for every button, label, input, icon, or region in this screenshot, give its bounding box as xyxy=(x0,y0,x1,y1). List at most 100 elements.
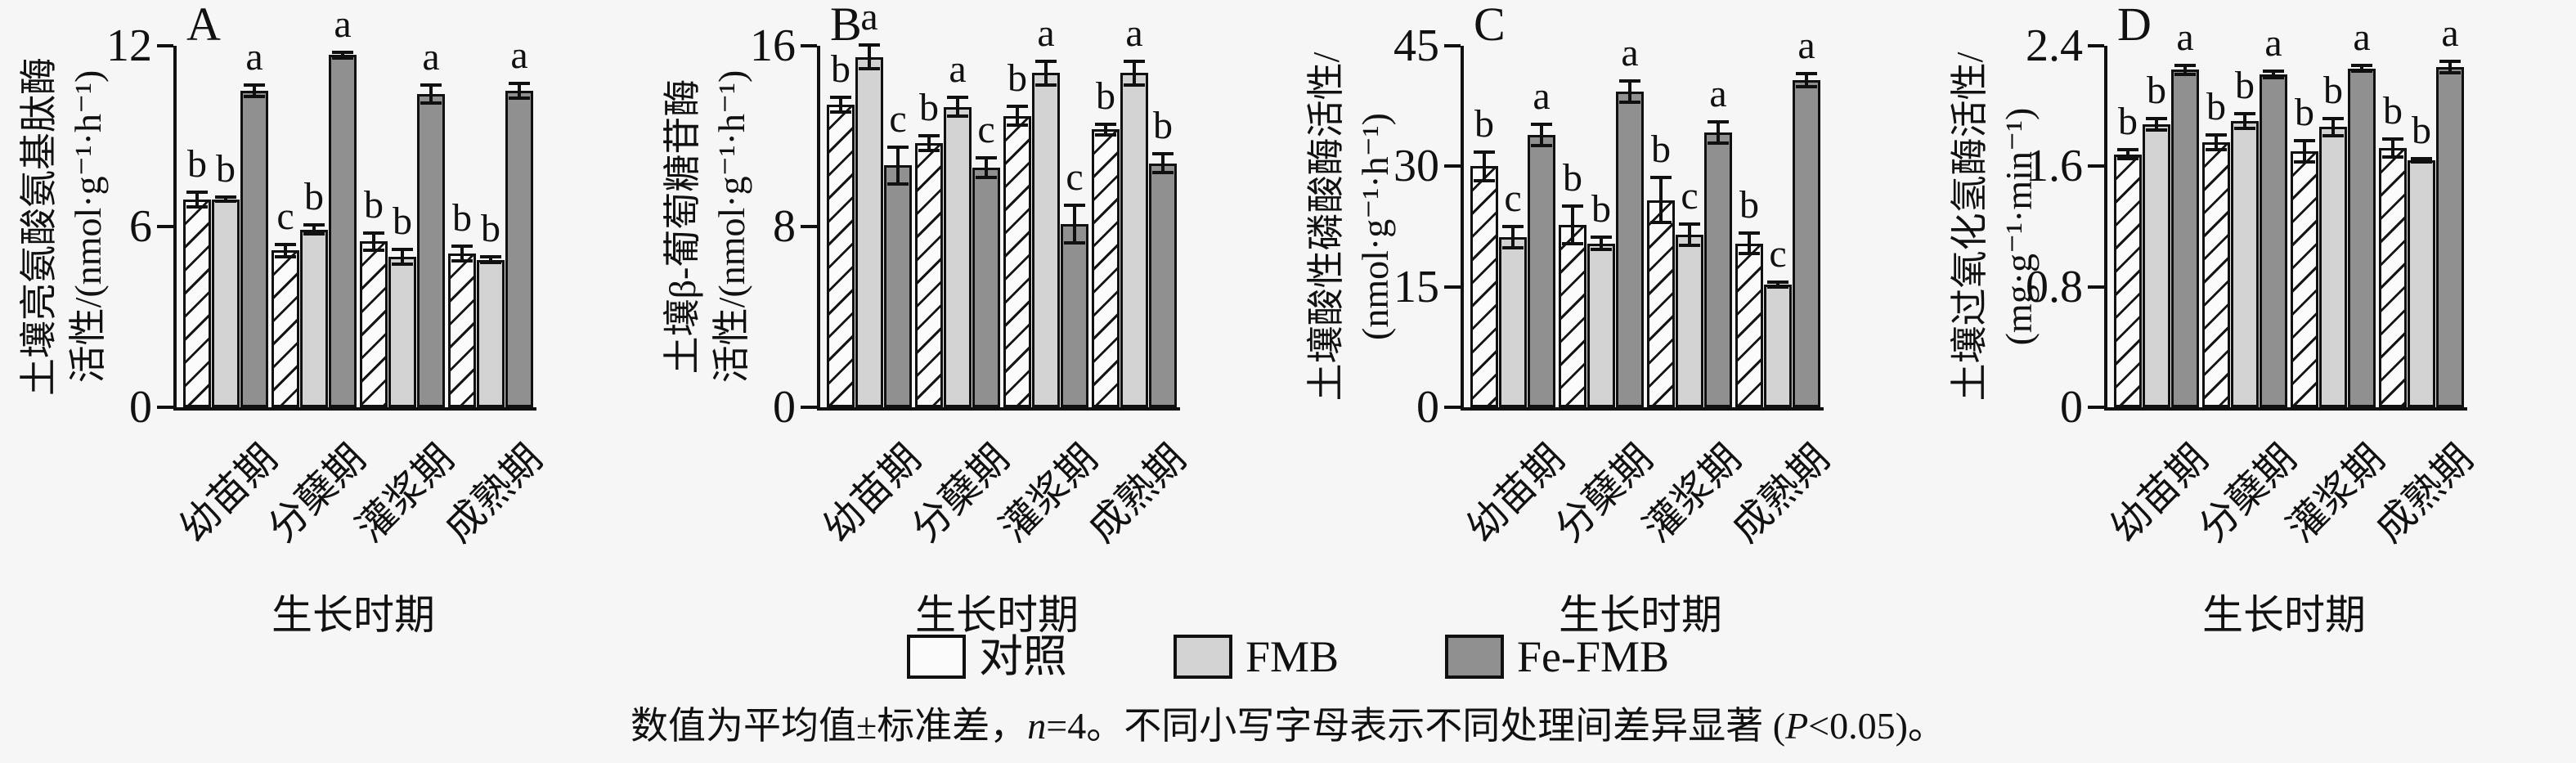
error-bar-line xyxy=(2155,116,2158,132)
x-tick-label: 成熟期 xyxy=(2367,436,2482,551)
y-tick xyxy=(2088,164,2104,168)
error-bar-line xyxy=(2360,64,2363,74)
y-tick-label: 2.4 xyxy=(2026,20,2083,71)
panel-letter: D xyxy=(2117,0,2152,51)
error-bar-cap-top xyxy=(392,247,413,251)
error-bar xyxy=(1064,204,1085,407)
error-bar-cap-top xyxy=(1767,280,1788,284)
error-bar-cap-bottom xyxy=(976,176,997,179)
error-bar-line xyxy=(2303,139,2306,164)
legend-label-control: 对照 xyxy=(978,632,1067,681)
x-tick-label: 灌浆期 xyxy=(992,436,1106,551)
error-bar xyxy=(2174,64,2196,407)
error-bar xyxy=(1679,222,1700,407)
error-bar-cap-bottom xyxy=(2174,72,2196,76)
error-bar-cap-top xyxy=(918,133,940,137)
sig-letter: b xyxy=(1591,186,1611,231)
y-tick xyxy=(1444,164,1461,168)
error-bar-cap-top xyxy=(1531,123,1552,127)
x-tick-label: 分蘖期 xyxy=(904,436,1018,551)
y-tick-label: 0 xyxy=(129,382,152,433)
y-tick-label: 8 xyxy=(773,201,796,252)
bar-FMB-分蘖期 xyxy=(944,106,972,407)
error-bar-cap-bottom xyxy=(1562,241,1583,245)
error-bar-cap-top xyxy=(830,95,851,99)
sig-letter: b xyxy=(1739,182,1759,227)
error-bar xyxy=(1591,235,1612,407)
error-bar xyxy=(332,50,353,407)
sig-letter: b xyxy=(216,147,236,191)
error-bar-cap-bottom xyxy=(1650,221,1672,225)
sig-letter: a xyxy=(334,2,352,46)
bar-FMB-灌浆期 xyxy=(1032,73,1060,407)
bar-Fe-FMB-灌浆期 xyxy=(1704,132,1732,407)
bar-FMB-成熟期 xyxy=(1764,284,1792,407)
plot-area-wrap: A 0 6 12 b c b b b b b b a a a a 幼苗期 分蘖期 灌浆期 成熟期 生长时期 xyxy=(106,0,550,638)
x-tick-label: 幼苗期 xyxy=(172,436,286,551)
legend-swatch-fmb xyxy=(1173,635,1232,679)
bar-对照-灌浆期 xyxy=(2291,150,2318,407)
error-bar-cap-bottom xyxy=(480,261,501,265)
error-bar-line xyxy=(927,133,931,152)
bar-FMB-灌浆期 xyxy=(388,256,416,407)
error-bar-line xyxy=(341,50,344,60)
y-tick-label: 1.6 xyxy=(2026,141,2083,192)
error-bar-line xyxy=(2272,70,2275,79)
caption-p-symbol: P xyxy=(1785,705,1809,747)
sig-letter: b xyxy=(1153,103,1173,147)
legend-label-fmb: FMB xyxy=(1245,632,1340,681)
error-bar-line xyxy=(401,247,404,266)
y-axis-label-line2: (mg·g⁻¹·min⁻¹) xyxy=(1998,107,2040,346)
bar-FMB-幼苗期 xyxy=(855,56,883,407)
y-tick-label: 16 xyxy=(750,20,796,71)
error-bar-line xyxy=(1805,72,1808,89)
y-tick-label: 0 xyxy=(1416,382,1439,433)
error-bar xyxy=(215,195,236,407)
sig-letter: b xyxy=(2147,68,2166,112)
error-bar-cap-bottom xyxy=(2439,71,2461,74)
y-axis-label-line2: (nmol·g⁻¹·h⁻¹) xyxy=(1354,113,1396,340)
error-bar-cap-bottom xyxy=(1531,143,1552,147)
error-bar xyxy=(186,190,208,407)
error-bar xyxy=(275,243,296,407)
error-bar-cap-bottom xyxy=(420,101,442,105)
sig-letter: a xyxy=(510,34,528,78)
sig-letter: b xyxy=(831,47,850,91)
error-bar-cap-bottom xyxy=(2146,128,2167,132)
bar-Fe-FMB-灌浆期 xyxy=(2348,68,2376,407)
error-bar xyxy=(887,145,909,407)
error-bar-cap-bottom xyxy=(509,96,530,101)
error-bar xyxy=(1124,59,1145,407)
panel-letter: B xyxy=(830,0,862,51)
error-bar-line xyxy=(1748,231,1751,256)
bar-FMB-分蘖期 xyxy=(300,229,328,407)
sig-letter: a xyxy=(949,47,967,91)
error-bar xyxy=(451,245,473,407)
sig-letter: b xyxy=(2295,91,2314,135)
y-tick xyxy=(2088,44,2104,47)
error-bar-cap-bottom xyxy=(1064,241,1085,245)
error-bar-cap-top xyxy=(2263,70,2284,74)
sig-letter: c xyxy=(977,108,995,152)
y-tick xyxy=(157,225,173,228)
error-bar-cap-top xyxy=(1474,150,1495,154)
error-bar-cap-top xyxy=(244,83,265,88)
error-bar-line xyxy=(312,223,316,236)
y-tick xyxy=(1444,406,1461,409)
sig-letter: a xyxy=(1533,74,1551,119)
error-bar-cap-bottom xyxy=(451,259,473,263)
error-bar-cap-bottom xyxy=(2322,134,2344,138)
bar-Fe-FMB-幼苗期 xyxy=(1528,135,1555,407)
error-bar-cap-bottom xyxy=(859,67,880,71)
error-bar xyxy=(1619,79,1640,407)
error-bar-cap-bottom xyxy=(1007,123,1028,128)
error-bar xyxy=(1007,104,1028,407)
error-bar-line xyxy=(2448,59,2452,74)
sig-letter: b xyxy=(1008,56,1027,100)
sig-letter: b xyxy=(393,199,412,243)
error-bar-cap-top xyxy=(1708,120,1729,124)
bar-对照-灌浆期 xyxy=(1647,200,1675,407)
sig-letter: b xyxy=(364,182,384,227)
y-tick-label: 30 xyxy=(1393,141,1439,192)
error-bar-line xyxy=(1717,120,1720,145)
